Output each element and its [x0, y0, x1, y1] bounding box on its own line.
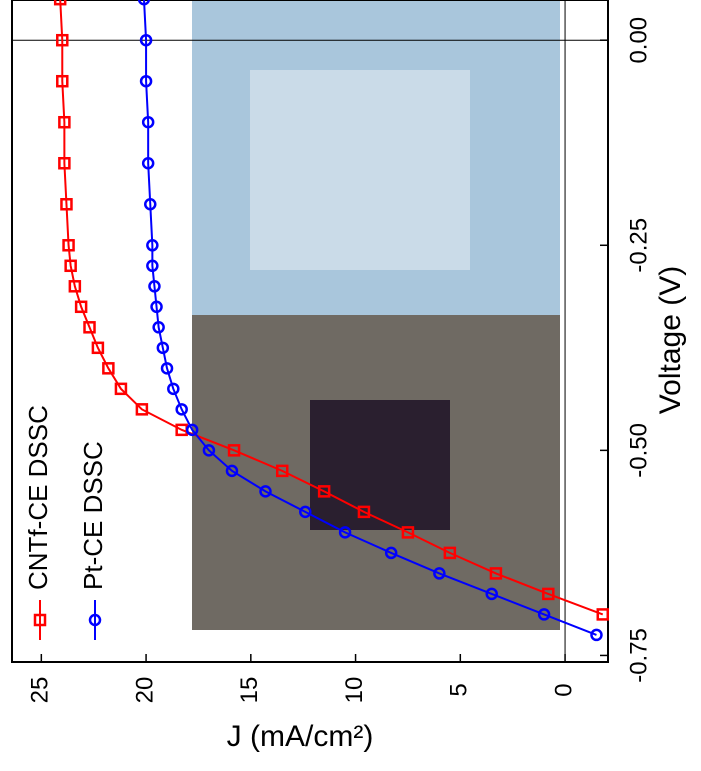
y-tick-label: 10 [341, 677, 368, 704]
legend-marker [33, 613, 47, 627]
marker [135, 403, 149, 416]
y-tick-label: 0 [550, 683, 577, 696]
marker [83, 321, 96, 334]
marker [338, 526, 352, 539]
marker [225, 464, 239, 478]
marker [141, 115, 155, 129]
marker [299, 505, 312, 519]
marker [91, 341, 105, 355]
marker [148, 280, 161, 293]
marker [542, 587, 555, 601]
marker [139, 74, 153, 88]
marker [317, 485, 331, 498]
photo-device [310, 400, 450, 530]
marker [384, 546, 398, 560]
marker [56, 33, 69, 47]
legend-label: CNTf-CE DSSC [23, 405, 53, 590]
marker [146, 259, 159, 273]
marker [150, 300, 163, 314]
y-tick-label: 5 [446, 683, 473, 696]
marker [53, 0, 67, 6]
marker [485, 587, 498, 601]
marker [160, 362, 174, 375]
marker [596, 608, 610, 621]
marker [167, 382, 180, 396]
marker [152, 321, 165, 334]
marker [58, 115, 71, 129]
photo-device [250, 70, 470, 270]
x-tick-label: -0.75 [625, 628, 652, 683]
marker [60, 198, 73, 211]
y-tick-label: 15 [236, 677, 263, 704]
marker [58, 156, 71, 170]
marker [259, 485, 272, 498]
marker [433, 567, 446, 580]
x-tick-label: -0.25 [625, 218, 652, 273]
marker [62, 239, 75, 252]
y-tick-label: 25 [27, 677, 54, 704]
marker [489, 567, 503, 580]
marker [141, 156, 155, 170]
marker [74, 300, 88, 314]
marker [102, 362, 115, 375]
x-tick-label: 0.00 [625, 17, 652, 64]
marker [146, 239, 159, 252]
marker [357, 505, 371, 519]
marker [175, 403, 188, 416]
marker [64, 259, 77, 273]
plot-frame [11, 0, 609, 663]
marker [590, 628, 603, 642]
marker [114, 382, 128, 396]
marker [139, 33, 153, 47]
y-axis-title: J (mA/cm²) [227, 720, 374, 753]
marker [443, 546, 457, 560]
x-tick-label: -0.50 [625, 423, 652, 478]
series-line [59, 0, 604, 616]
x-axis-title: Voltage (V) [654, 266, 687, 414]
legend-marker [88, 613, 102, 627]
series-line [143, 0, 597, 636]
y-tick-label: 20 [131, 677, 158, 704]
marker [401, 526, 415, 539]
legend-label: Pt-CE DSSC [78, 441, 108, 590]
marker [68, 280, 82, 293]
marker [537, 608, 551, 621]
marker [185, 423, 199, 437]
marker [227, 444, 241, 457]
marker [275, 464, 289, 478]
marker [144, 198, 157, 211]
marker [202, 444, 216, 457]
marker [156, 341, 170, 355]
marker [56, 74, 69, 88]
marker [137, 0, 151, 6]
